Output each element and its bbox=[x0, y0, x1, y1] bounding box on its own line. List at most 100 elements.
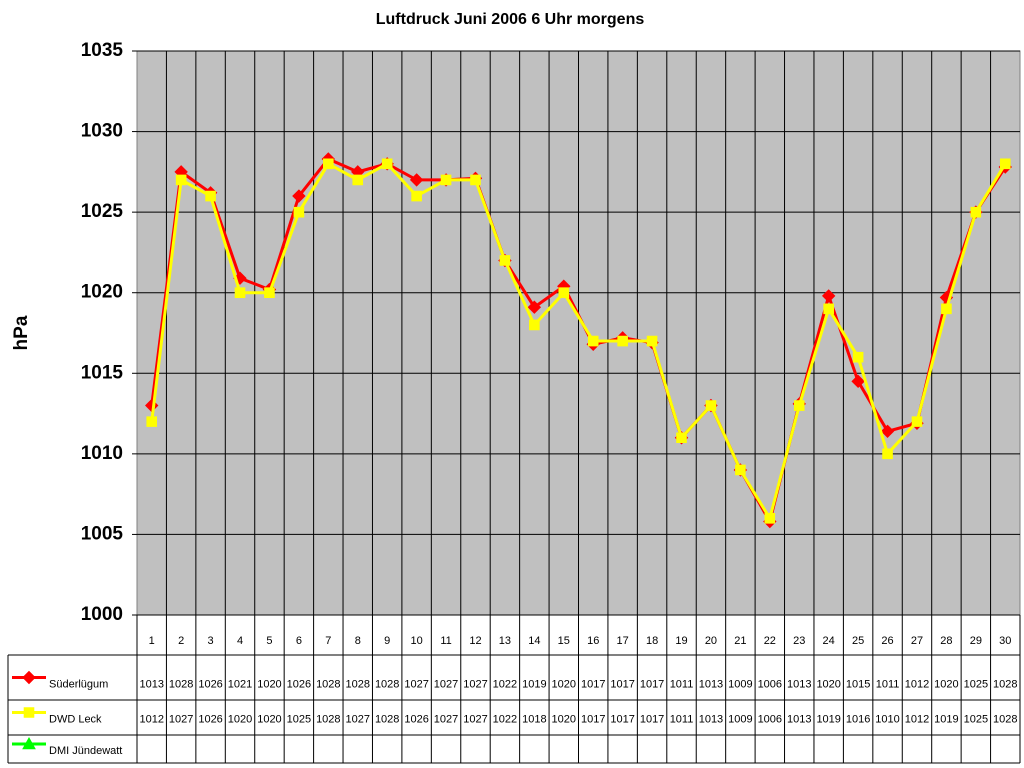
data-point bbox=[440, 174, 452, 186]
data-point bbox=[676, 432, 687, 444]
x-tick-label: 2 bbox=[178, 635, 184, 647]
table-value: 1025 bbox=[964, 678, 988, 690]
table-value: 1012 bbox=[139, 713, 163, 725]
x-tick-label: 23 bbox=[793, 635, 805, 647]
table-value: 1012 bbox=[905, 678, 929, 690]
y-tick-label: 1005 bbox=[81, 523, 124, 544]
data-point bbox=[205, 190, 216, 202]
y-tick-label: 1025 bbox=[81, 201, 124, 222]
table-value: 1026 bbox=[404, 713, 428, 725]
table-value: 1011 bbox=[670, 713, 694, 725]
table-value: 1011 bbox=[876, 678, 900, 690]
y-tick-label: 1035 bbox=[81, 40, 124, 61]
x-tick-label: 20 bbox=[705, 635, 717, 647]
x-tick-label: 8 bbox=[355, 635, 361, 647]
table-value: 1022 bbox=[493, 713, 517, 725]
x-tick-label: 27 bbox=[911, 635, 923, 647]
y-tick-label: 1030 bbox=[81, 121, 123, 142]
table-value: 1013 bbox=[699, 678, 723, 690]
x-tick-label: 3 bbox=[208, 635, 214, 647]
data-point bbox=[529, 319, 540, 331]
data-point bbox=[823, 303, 834, 315]
data-point bbox=[882, 448, 893, 460]
x-tick-label: 26 bbox=[881, 635, 893, 647]
x-tick-label: 9 bbox=[384, 635, 390, 647]
data-point bbox=[851, 374, 865, 389]
table-value: 1028 bbox=[169, 678, 193, 690]
data-point bbox=[617, 335, 628, 347]
table-value: 1022 bbox=[493, 678, 517, 690]
data-point bbox=[970, 206, 982, 218]
table-value: 1020 bbox=[816, 678, 840, 690]
x-tick-label: 12 bbox=[469, 635, 481, 647]
data-point bbox=[175, 174, 187, 186]
table-value: 1018 bbox=[522, 713, 546, 725]
x-tick-label: 24 bbox=[823, 635, 835, 647]
table-value: 1027 bbox=[169, 713, 193, 725]
table-value: 1021 bbox=[228, 678, 252, 690]
table-value: 1027 bbox=[434, 713, 458, 725]
x-tick-label: 29 bbox=[970, 635, 982, 647]
table-value: 1026 bbox=[198, 713, 222, 725]
data-point bbox=[764, 513, 776, 524]
chart-title: Luftdruck Juni 2006 6 Uhr morgens bbox=[376, 11, 645, 28]
x-tick-label: 4 bbox=[237, 635, 243, 647]
data-point bbox=[911, 416, 923, 427]
y-tick-label: 1015 bbox=[81, 362, 124, 383]
data-point bbox=[735, 464, 746, 476]
table-value: 1006 bbox=[758, 713, 782, 725]
data-point bbox=[499, 255, 511, 266]
data-point bbox=[880, 424, 895, 439]
x-tick-label: 30 bbox=[999, 635, 1011, 647]
table-value: 1020 bbox=[934, 678, 958, 690]
x-tick-label: 6 bbox=[296, 635, 302, 647]
data-point bbox=[352, 174, 364, 186]
table-value: 1013 bbox=[139, 678, 163, 690]
data-point bbox=[705, 400, 717, 411]
x-tick-label: 10 bbox=[410, 635, 422, 647]
x-tick-label: 7 bbox=[325, 635, 331, 647]
table-value: 1006 bbox=[758, 678, 782, 690]
data-point bbox=[852, 351, 864, 363]
table-value: 1019 bbox=[522, 678, 546, 690]
table-value: 1027 bbox=[463, 678, 487, 690]
table-value: 1012 bbox=[905, 713, 929, 725]
x-tick-label: 19 bbox=[675, 635, 687, 647]
table-value: 1027 bbox=[463, 713, 487, 725]
y-axis-label: hPa bbox=[11, 315, 32, 350]
x-tick-label: 25 bbox=[852, 635, 864, 647]
table-value: 1025 bbox=[287, 713, 311, 725]
table-value: 1019 bbox=[816, 713, 840, 725]
table-value: 1013 bbox=[699, 713, 723, 725]
x-tick-label: 28 bbox=[940, 635, 952, 647]
table-value: 1028 bbox=[375, 713, 399, 725]
table-value: 1028 bbox=[316, 678, 340, 690]
table-value: 1028 bbox=[346, 678, 370, 690]
table-value: 1016 bbox=[846, 713, 870, 725]
table-value: 1020 bbox=[552, 678, 576, 690]
table-value: 1020 bbox=[257, 713, 281, 725]
table-value: 1020 bbox=[257, 678, 281, 690]
x-tick-label: 18 bbox=[646, 635, 658, 647]
table-value: 1028 bbox=[993, 713, 1017, 725]
table-value: 1017 bbox=[610, 713, 634, 725]
legend-marker bbox=[23, 707, 35, 718]
data-point bbox=[941, 303, 952, 315]
y-tick-label: 1020 bbox=[81, 282, 123, 303]
data-point bbox=[381, 158, 393, 170]
table-value: 1017 bbox=[610, 678, 634, 690]
table-value: 1019 bbox=[934, 713, 958, 725]
table-value: 1010 bbox=[875, 713, 899, 725]
x-tick-label: 13 bbox=[499, 635, 511, 647]
data-point bbox=[821, 289, 836, 303]
table-value: 1011 bbox=[670, 678, 694, 690]
table-value: 1017 bbox=[581, 713, 605, 725]
x-tick-label: 11 bbox=[440, 635, 451, 647]
x-tick-label: 16 bbox=[587, 635, 599, 647]
data-point bbox=[470, 174, 481, 186]
data-point bbox=[323, 158, 334, 170]
table-value: 1028 bbox=[316, 713, 340, 725]
table-value: 1020 bbox=[552, 713, 576, 725]
data-point bbox=[409, 173, 424, 187]
